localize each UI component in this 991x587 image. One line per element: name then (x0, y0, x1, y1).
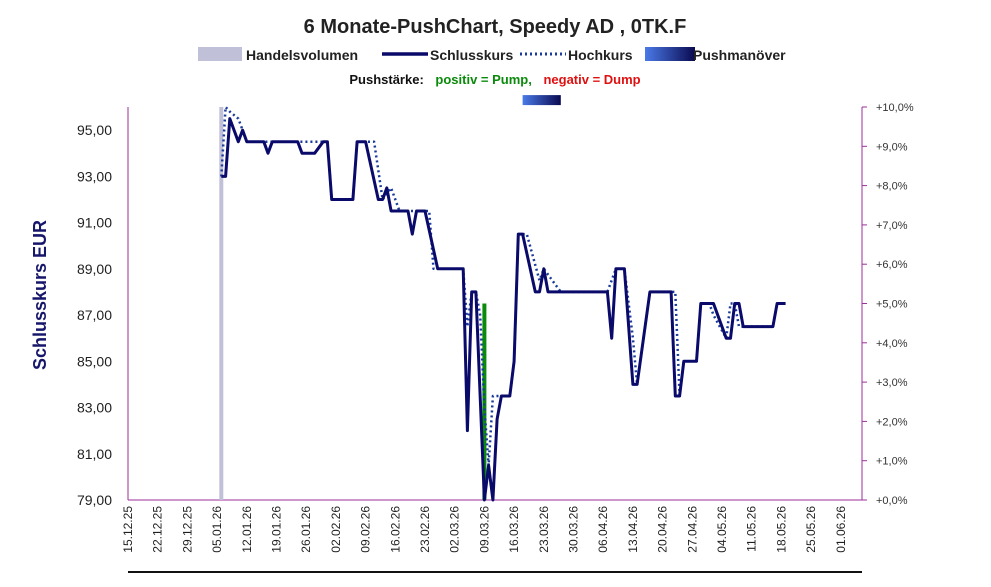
push-bars (482, 303, 487, 500)
legend: Handelsvolumen Schlusskurs Hochkurs Push… (198, 47, 786, 63)
y-tick-label: 93,00 (77, 168, 112, 184)
x-tick-label: 18.05.26 (774, 506, 788, 553)
x-tick-label: 02.02.26 (329, 506, 343, 553)
x-tick-label: 16.03.26 (507, 506, 521, 553)
y2-tick-label: +9,0% (876, 141, 908, 153)
axes (127, 107, 863, 573)
x-tick-label: 06.04.26 (596, 506, 610, 553)
y-ticks-left: 95,00 93,00 91,00 89,00 87,00 85,00 83,00 81,00… (77, 122, 112, 508)
series-line-hochkurs (220, 105, 786, 467)
volume-bars (219, 107, 224, 500)
y-tick-label: 95,00 (77, 122, 112, 138)
legend-label-pushmanoever: Pushmanöver (693, 47, 786, 63)
push-maneuver (522, 95, 561, 106)
x-tick-label: 26.01.26 (299, 506, 313, 553)
y-tick-label: 89,00 (77, 261, 112, 277)
x-tick-label: 30.03.26 (567, 506, 581, 553)
push-legend-positive: positiv = Pump, (435, 72, 531, 87)
y2-tick-label: +4,0% (876, 338, 908, 350)
y-tick-label: 79,00 (77, 492, 112, 508)
x-tick-label: 23.03.26 (537, 506, 551, 553)
y2-tick-label: +8,0% (876, 181, 908, 193)
y2-tick-label: +0,0% (876, 495, 908, 507)
legend-label-handelsvolumen: Handelsvolumen (246, 47, 358, 63)
x-tick-label: 29.12.25 (180, 506, 194, 553)
y2-tick-label: +7,0% (876, 220, 908, 232)
x-tick-label: 05.01.26 (210, 506, 224, 553)
series-line-schlusskurs (221, 117, 786, 502)
x-tick-label: 09.03.26 (477, 506, 491, 553)
y-ticks-right: +10,0% +9,0% +8,0% +7,0% +6,0% +5,0% +4,0% +3,0… (862, 102, 914, 507)
x-ticks: 15.12.25 22.12.25 29.12.25 05.01.26 12.01.26… (121, 506, 848, 553)
y2-tick-label: +1,0% (876, 456, 908, 468)
chart-title: 6 Monate-PushChart, Speedy AD , 0TK.F (304, 16, 687, 38)
x-tick-label: 12.01.26 (240, 506, 254, 553)
y-tick-label: 87,00 (77, 307, 112, 323)
x-tick-label: 16.02.26 (388, 506, 402, 553)
price-series (220, 105, 786, 502)
volume-bar (219, 107, 224, 500)
y-axis-label: Schlusskurs EUR (30, 220, 50, 370)
x-tick-label: 15.12.25 (121, 506, 135, 553)
x-tick-label: 02.03.26 (448, 506, 462, 553)
y2-tick-label: +2,0% (876, 416, 908, 428)
x-tick-label: 13.04.26 (626, 506, 640, 553)
push-legend: Pushstärke: positiv = Pump, negativ = Du… (349, 72, 640, 87)
legend-label-hochkurs: Hochkurs (568, 47, 633, 63)
x-tick-label: 20.04.26 (656, 506, 670, 553)
x-tick-label: 09.02.26 (359, 506, 373, 553)
x-tick-label: 19.01.26 (270, 506, 284, 553)
push-legend-prefix: Pushstärke: (349, 72, 423, 87)
y-tick-label: 85,00 (77, 353, 112, 369)
y2-tick-label: +6,0% (876, 259, 908, 271)
x-tick-label: 23.02.26 (418, 506, 432, 553)
legend-label-schlusskurs: Schlusskurs (430, 47, 513, 63)
y2-tick-label: +3,0% (876, 377, 908, 389)
push-legend-negative: negativ = Dump (543, 72, 640, 87)
x-tick-label: 22.12.25 (151, 506, 165, 553)
y-tick-label: 83,00 (77, 400, 112, 416)
x-tick-label: 11.05.26 (745, 506, 759, 552)
y-tick-label: 91,00 (77, 215, 112, 231)
push-bar (482, 303, 487, 500)
x-tick-label: 01.06.26 (834, 506, 848, 553)
legend-swatch-pushmanoever (645, 47, 695, 61)
x-tick-label: 04.05.26 (715, 506, 729, 553)
y2-tick-label: +10,0% (876, 102, 914, 114)
push-maneuvers (522, 95, 561, 106)
y2-tick-label: +5,0% (876, 299, 908, 311)
y-tick-label: 81,00 (77, 446, 112, 462)
x-tick-label: 25.05.26 (804, 506, 818, 553)
x-tick-label: 27.04.26 (685, 506, 699, 553)
legend-swatch-handelsvolumen (198, 47, 242, 61)
